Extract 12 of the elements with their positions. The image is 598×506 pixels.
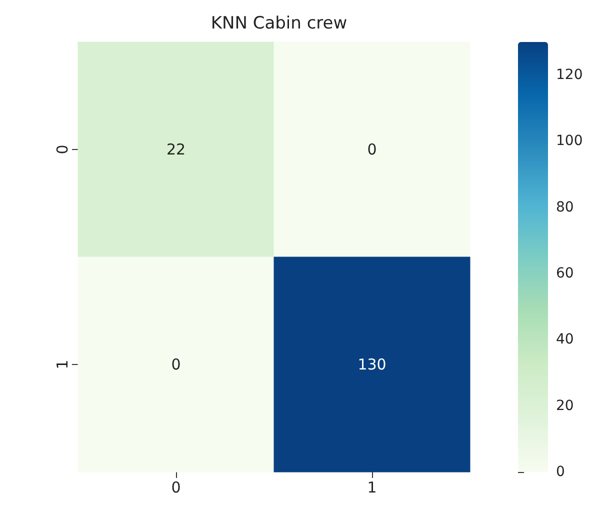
color-bar-label: 80 [556, 199, 574, 216]
color-bar-label: 100 [556, 133, 583, 150]
color-bar-label: 20 [556, 398, 574, 414]
color-bar-label: 40 [556, 332, 574, 348]
data-label: 22 [166, 140, 186, 158]
data-label: 130 [358, 356, 386, 374]
color-bar-label: 0 [556, 464, 565, 480]
data-label: 0 [367, 140, 377, 158]
color-bar-label: 120 [556, 67, 583, 84]
data-label: 0 [171, 356, 181, 374]
color-bar-label: 60 [556, 266, 574, 282]
chart-title: KNN Cabin crew [210, 14, 348, 34]
